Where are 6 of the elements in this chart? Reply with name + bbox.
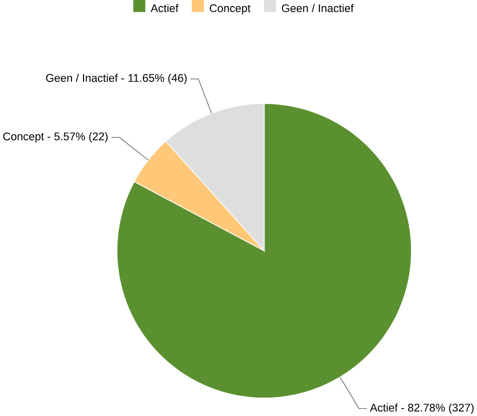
data-label: Concept - 5.57% (22) <box>3 132 108 142</box>
data-label: Geen / Inactief - 11.65% (46) <box>46 74 187 84</box>
legend-label: Actief <box>150 4 178 12</box>
legend-label: Concept <box>210 4 251 14</box>
legend-label: Geen / Inactief <box>282 4 354 12</box>
data-label: Actief - 82.78% (327) <box>370 403 474 414</box>
